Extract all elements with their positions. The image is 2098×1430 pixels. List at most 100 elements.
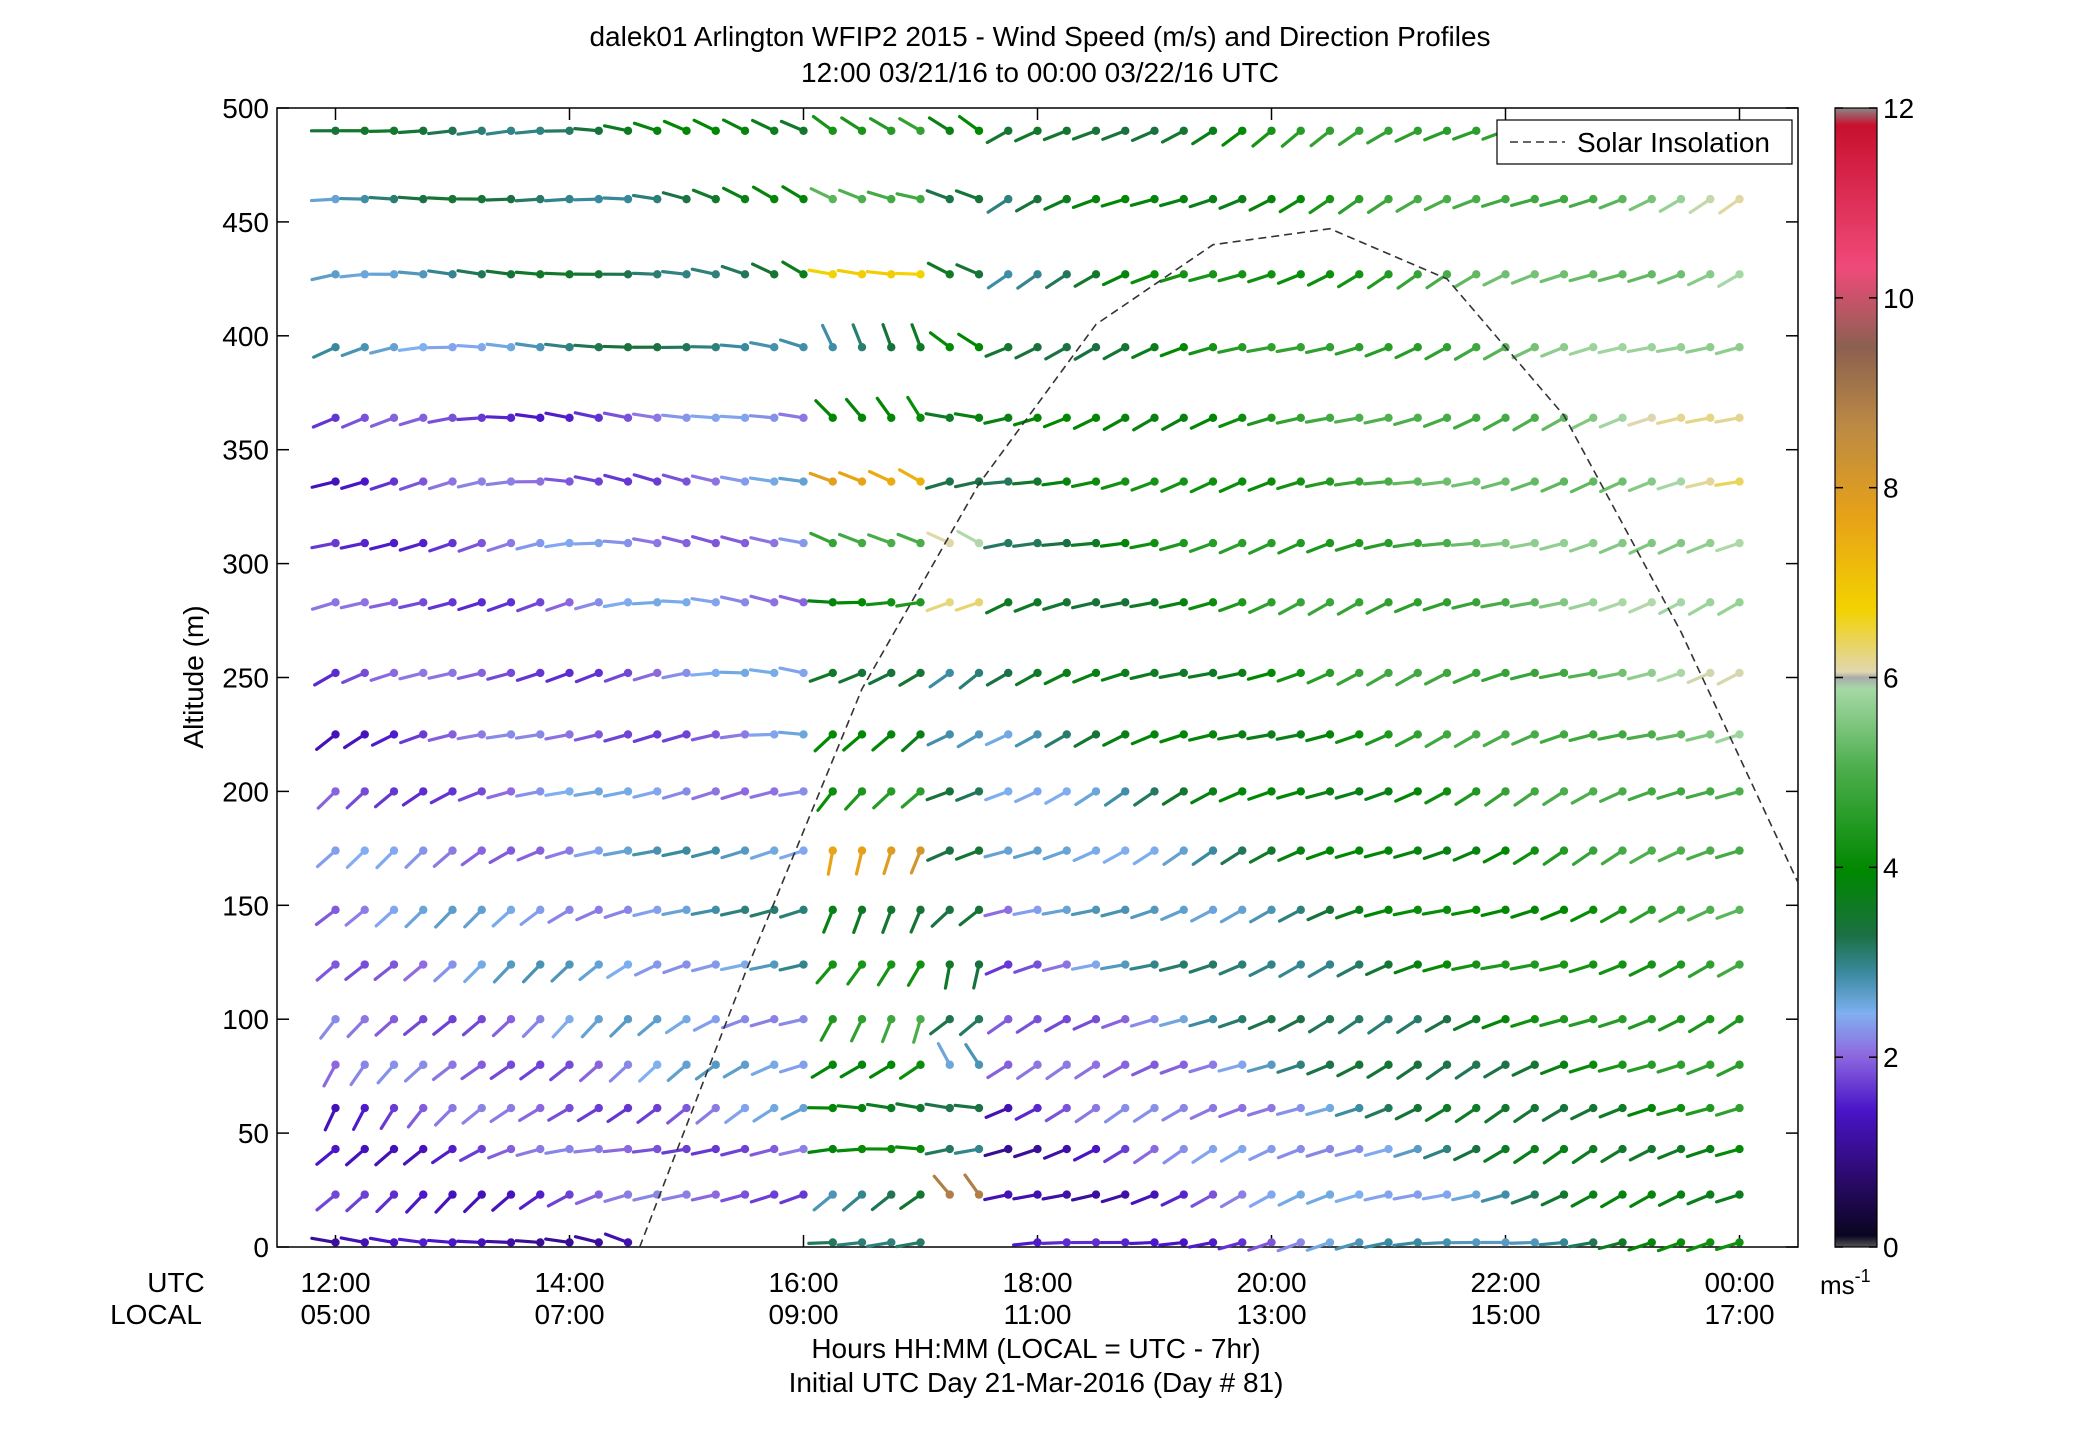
wind-barb-dot: [595, 960, 603, 968]
wind-barb-dot: [565, 787, 573, 795]
wind-barb-dot: [887, 669, 895, 677]
wind-barb-dot: [1063, 195, 1071, 203]
wind-barb-dot: [1677, 1238, 1685, 1246]
wind-barb-dot: [448, 906, 456, 914]
wind-barb-dot: [1004, 1190, 1012, 1198]
wind-barb-dot: [1326, 730, 1334, 738]
wind-barb-dot: [1297, 960, 1305, 968]
wind-barb-dot: [595, 669, 603, 677]
wind-barb-dot: [390, 960, 398, 968]
wind-barb-dot: [712, 1104, 720, 1112]
wind-barb-dot: [1092, 195, 1100, 203]
wind-barb-dot: [331, 127, 339, 135]
wind-barb-dot: [419, 127, 427, 135]
wind-barb-dot: [1414, 1015, 1422, 1023]
wind-barb-dot: [682, 477, 690, 485]
wind-barb-dot: [1648, 1145, 1656, 1153]
wind-barb-dot: [1092, 270, 1100, 278]
wind-barb-dot: [1004, 1145, 1012, 1153]
wind-barb-dot: [1267, 598, 1275, 606]
wind-barb-dot: [507, 539, 515, 547]
wind-barb-dot: [946, 1015, 954, 1023]
wind-barb-dot: [390, 598, 398, 606]
wind-barb-dot: [624, 1145, 632, 1153]
wind-barb-dot: [507, 195, 515, 203]
wind-barb-dot: [887, 539, 895, 547]
wind-barb-dot: [1648, 730, 1656, 738]
wind-barb-dot: [1033, 195, 1041, 203]
wind-barb-dot: [1297, 195, 1305, 203]
wind-barb-dot: [1414, 730, 1422, 738]
wind-barb-dot: [741, 270, 749, 278]
wind-barb-dot: [1414, 669, 1422, 677]
wind-barb-dot: [946, 1190, 954, 1198]
wind-barb-dot: [565, 1145, 573, 1153]
wind-barb-dot: [1063, 539, 1071, 547]
wind-barb-dot: [1267, 1104, 1275, 1112]
wind-barb-dot: [799, 669, 807, 677]
wind-barb-dot: [1238, 477, 1246, 485]
wind-barb-dot: [1414, 1190, 1422, 1198]
wind-barb-dot: [1297, 1061, 1305, 1069]
x-tick-label-local: 05:00: [300, 1299, 370, 1330]
wind-barb-dot: [1560, 539, 1568, 547]
wind-barb-dot: [1092, 787, 1100, 795]
wind-barb-dot: [1004, 477, 1012, 485]
wind-barb-dot: [1560, 787, 1568, 795]
wind-barb-dot: [1677, 598, 1685, 606]
wind-barb-dot: [1267, 127, 1275, 135]
wind-barb-dot: [1472, 270, 1480, 278]
wind-barb-dot: [799, 598, 807, 606]
wind-barb-dot: [916, 1061, 924, 1069]
wind-barb-dot: [653, 1061, 661, 1069]
wind-barb-dot: [741, 1015, 749, 1023]
wind-barb-dot: [712, 1015, 720, 1023]
wind-barb-dot: [1092, 598, 1100, 606]
wind-barb-dot: [1501, 270, 1509, 278]
wind-barb-dot: [1355, 414, 1363, 422]
wind-barb-dot: [1472, 846, 1480, 854]
wind-barb-dot: [1735, 477, 1743, 485]
wind-barb-dot: [1063, 598, 1071, 606]
wind-barb-dot: [1326, 1238, 1334, 1246]
chart-title-line1: dalek01 Arlington WFIP2 2015 - Wind Spee…: [589, 21, 1490, 52]
wind-barb-dot: [1589, 906, 1597, 914]
wind-barb-dot: [975, 539, 983, 547]
wind-barb-dot: [1501, 539, 1509, 547]
wind-barb-dot: [1384, 1145, 1392, 1153]
wind-barb-dot: [448, 960, 456, 968]
wind-barb-dot: [1414, 1238, 1422, 1246]
wind-barb-dot: [448, 730, 456, 738]
wind-barb-dot: [1501, 1061, 1509, 1069]
wind-barb-dot: [536, 846, 544, 854]
wind-barb-dot: [946, 906, 954, 914]
wind-barb-dot: [712, 414, 720, 422]
wind-barb-dot: [478, 787, 486, 795]
wind-barb-dot: [1092, 846, 1100, 854]
wind-barb-dot: [1531, 906, 1539, 914]
wind-barb-dot: [1706, 539, 1714, 547]
wind-barb-dot: [975, 1145, 983, 1153]
wind-barb-dot: [712, 1145, 720, 1153]
wind-barb-dot: [361, 539, 369, 547]
wind-barb-dot: [1238, 414, 1246, 422]
wind-barb-dot: [1004, 414, 1012, 422]
wind-barb-dot: [1706, 477, 1714, 485]
colorbar-tick-label: 0: [1883, 1232, 1899, 1263]
wind-barb-dot: [448, 846, 456, 854]
x-tick-label-utc: 12:00: [300, 1267, 370, 1298]
wind-barb-dot: [682, 270, 690, 278]
wind-barb-dot: [478, 730, 486, 738]
wind-barb-dot: [1384, 1104, 1392, 1112]
wind-barb-dot: [507, 1061, 515, 1069]
wind-barb-dot: [1150, 1145, 1158, 1153]
wind-barb-dot: [1472, 1190, 1480, 1198]
colorbar-unit-exponent: -1: [1855, 1266, 1871, 1286]
wind-barb-dot: [448, 270, 456, 278]
wind-barb-dot: [1063, 127, 1071, 135]
wind-barb-dot: [565, 1190, 573, 1198]
x-tick-label-local: 17:00: [1704, 1299, 1774, 1330]
wind-barb-dot: [448, 598, 456, 606]
wind-barb-dot: [1326, 787, 1334, 795]
wind-barb-dot: [624, 598, 632, 606]
